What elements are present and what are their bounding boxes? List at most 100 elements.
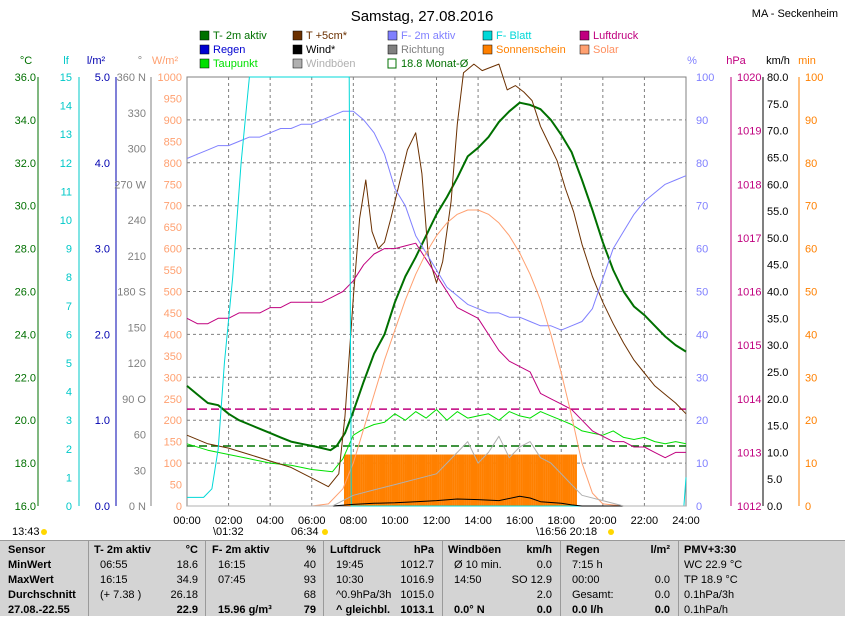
axis-tick-wind: 30.0	[767, 340, 788, 352]
stats-wind-value: 0.0	[536, 604, 552, 616]
stats-pressure-value: 1013.1	[400, 604, 434, 616]
sunshine-bar	[487, 454, 490, 506]
sunrise-marker: \01:32	[213, 526, 244, 538]
axis-tick-press: 1014	[737, 394, 761, 406]
legend-swatch	[292, 30, 303, 41]
x-tick-label: 00:00	[173, 515, 201, 527]
sunshine-bar	[493, 454, 496, 506]
axis-tick-solar: 200	[164, 415, 182, 427]
sunshine-bar	[549, 454, 553, 506]
x-tick-label: 04:00	[256, 515, 284, 527]
axis-tick-solar: 50	[170, 480, 182, 492]
stats-row-label: Durchschnitt	[8, 589, 76, 601]
stats-wind-title: Windböen	[448, 544, 502, 556]
axis-tick-rain: 5.0	[95, 72, 110, 84]
legend-label: Luftdruck	[593, 30, 639, 42]
sunshine-bar	[510, 454, 513, 506]
legend-label: 18.8 Monat-Ø	[401, 58, 469, 70]
axis-tick-lf: 10	[60, 215, 72, 227]
sunshine-bar	[385, 454, 388, 506]
sunshine-bar	[373, 454, 376, 506]
sunshine-bar	[445, 454, 449, 506]
sunshine-bar	[400, 454, 403, 506]
stats-temp-value: 18.6	[176, 559, 198, 571]
stats-wind-value: 0.0	[536, 559, 552, 571]
sunshine-bar	[506, 454, 509, 506]
sunshine-bar	[529, 454, 532, 506]
sunshine-bar	[460, 454, 463, 506]
stats-pmv-title: PMV+3:30	[684, 544, 737, 556]
sunshine-bar	[547, 454, 550, 506]
stats-wind-value: SO 12.9	[511, 574, 552, 586]
stats-pmv-value: 0.1hPa/h	[684, 604, 729, 616]
stats-temp-unit: °C	[185, 544, 198, 556]
axis-tick-lf: 12	[60, 158, 72, 170]
axis-tick-press: 1019	[737, 126, 761, 138]
legend-label: F- 2m aktiv	[401, 30, 456, 42]
axis-tick-sun: 40	[805, 329, 817, 341]
legend-swatch	[199, 30, 210, 41]
sunshine-bar	[468, 454, 471, 506]
sunshine-bar	[422, 454, 426, 506]
axis-tick-lf: 13	[60, 129, 72, 141]
axis-tick-rain: 4.0	[95, 158, 110, 170]
sunshine-bar	[387, 454, 390, 506]
station-name: MA - Seckenheim	[752, 8, 838, 20]
sunshine-bar	[377, 454, 380, 506]
axis-tick-sun: 90	[805, 115, 817, 127]
stats-rain-value: 0.0	[654, 589, 670, 601]
sunshine-bar	[358, 454, 361, 506]
sunshine-bar	[495, 454, 498, 506]
axis-tick-solar: 100	[164, 458, 182, 470]
sunshine-bar	[343, 454, 347, 506]
stats-sensor-column: Sensor MinWert MaxWert Durchschnitt 27.0…	[8, 543, 86, 616]
axis-tick-temp: 24.0	[15, 329, 36, 341]
sunshine-bar	[556, 454, 559, 506]
stats-pressure-time: 10:30	[336, 574, 364, 586]
axis-unit-rain: l/m²	[87, 55, 106, 67]
sunshine-bar	[514, 454, 517, 506]
stats-pressure-unit: hPa	[413, 544, 434, 556]
sunshine-bar	[429, 454, 432, 506]
axis-unit-press: hPa	[726, 55, 746, 67]
axis-tick-lf: 4	[66, 387, 72, 399]
axis-tick-wind: 25.0	[767, 367, 788, 379]
axis-unit-sun: min	[798, 55, 816, 67]
stats-pressure-title: Luftdruck	[330, 544, 381, 556]
sunshine-bar	[425, 454, 428, 506]
stats-pmv-value: WC 22.9 °C	[684, 559, 743, 571]
stats-rain-title: Regen	[566, 544, 600, 556]
sunshine-bar	[504, 454, 507, 506]
axis-unit-solar: W/m²	[152, 55, 179, 67]
axis-tick-temp: 26.0	[15, 287, 36, 299]
legend-label: T +5cm*	[306, 30, 348, 42]
x-tick-label: 16:00	[506, 515, 534, 527]
axis-tick-lf: 9	[66, 244, 72, 256]
axis-tick-lf: 8	[66, 272, 72, 284]
axis-tick-lf: 11	[61, 186, 72, 198]
axis-tick-dir: 90 O	[122, 394, 146, 406]
axis-tick-hum: 90	[696, 115, 708, 127]
stats-humidity-time: 07:45	[218, 574, 246, 586]
stats-sensor-title: Sensor	[8, 544, 46, 556]
sunshine-bar	[545, 454, 548, 506]
sunshine-bar	[391, 454, 394, 506]
axis-tick-press: 1018	[737, 179, 761, 191]
axis-tick-dir: 300	[128, 144, 146, 156]
stats-pmv-value: 0.1hPa/3h	[684, 589, 735, 601]
axis-tick-lf: 2	[66, 444, 72, 456]
sunshine-bar	[572, 454, 575, 506]
series-line	[186, 409, 687, 473]
axis-unit-dir: °	[138, 55, 142, 67]
axis-tick-sun: 50	[805, 287, 817, 299]
sunshine-bar	[508, 454, 511, 506]
stats-rain-value: 0.0	[654, 574, 670, 586]
stats-wind-unit: km/h	[526, 544, 552, 556]
axis-tick-solar: 850	[164, 136, 182, 148]
axis-tick-lf: 0	[66, 501, 72, 513]
stats-humidity-value: 68	[303, 589, 316, 601]
sunshine-bar	[431, 454, 434, 506]
sunshine-bar	[452, 454, 455, 506]
sunshine-bar	[539, 454, 542, 506]
legend-swatch	[387, 44, 398, 55]
